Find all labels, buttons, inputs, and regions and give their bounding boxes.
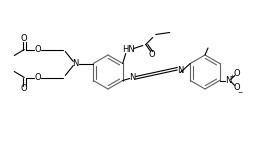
Text: O: O <box>21 34 28 43</box>
Text: HN: HN <box>122 45 135 54</box>
Text: O: O <box>233 83 240 92</box>
Text: O: O <box>148 50 155 59</box>
Text: O: O <box>233 69 240 78</box>
Text: N: N <box>177 66 184 75</box>
Text: +: + <box>229 74 234 79</box>
Text: O: O <box>21 84 28 93</box>
Text: N: N <box>225 76 232 85</box>
Text: N: N <box>129 73 136 82</box>
Text: N: N <box>72 59 79 68</box>
Text: −: − <box>237 89 242 94</box>
Text: O: O <box>35 73 42 82</box>
Text: O: O <box>35 45 42 54</box>
